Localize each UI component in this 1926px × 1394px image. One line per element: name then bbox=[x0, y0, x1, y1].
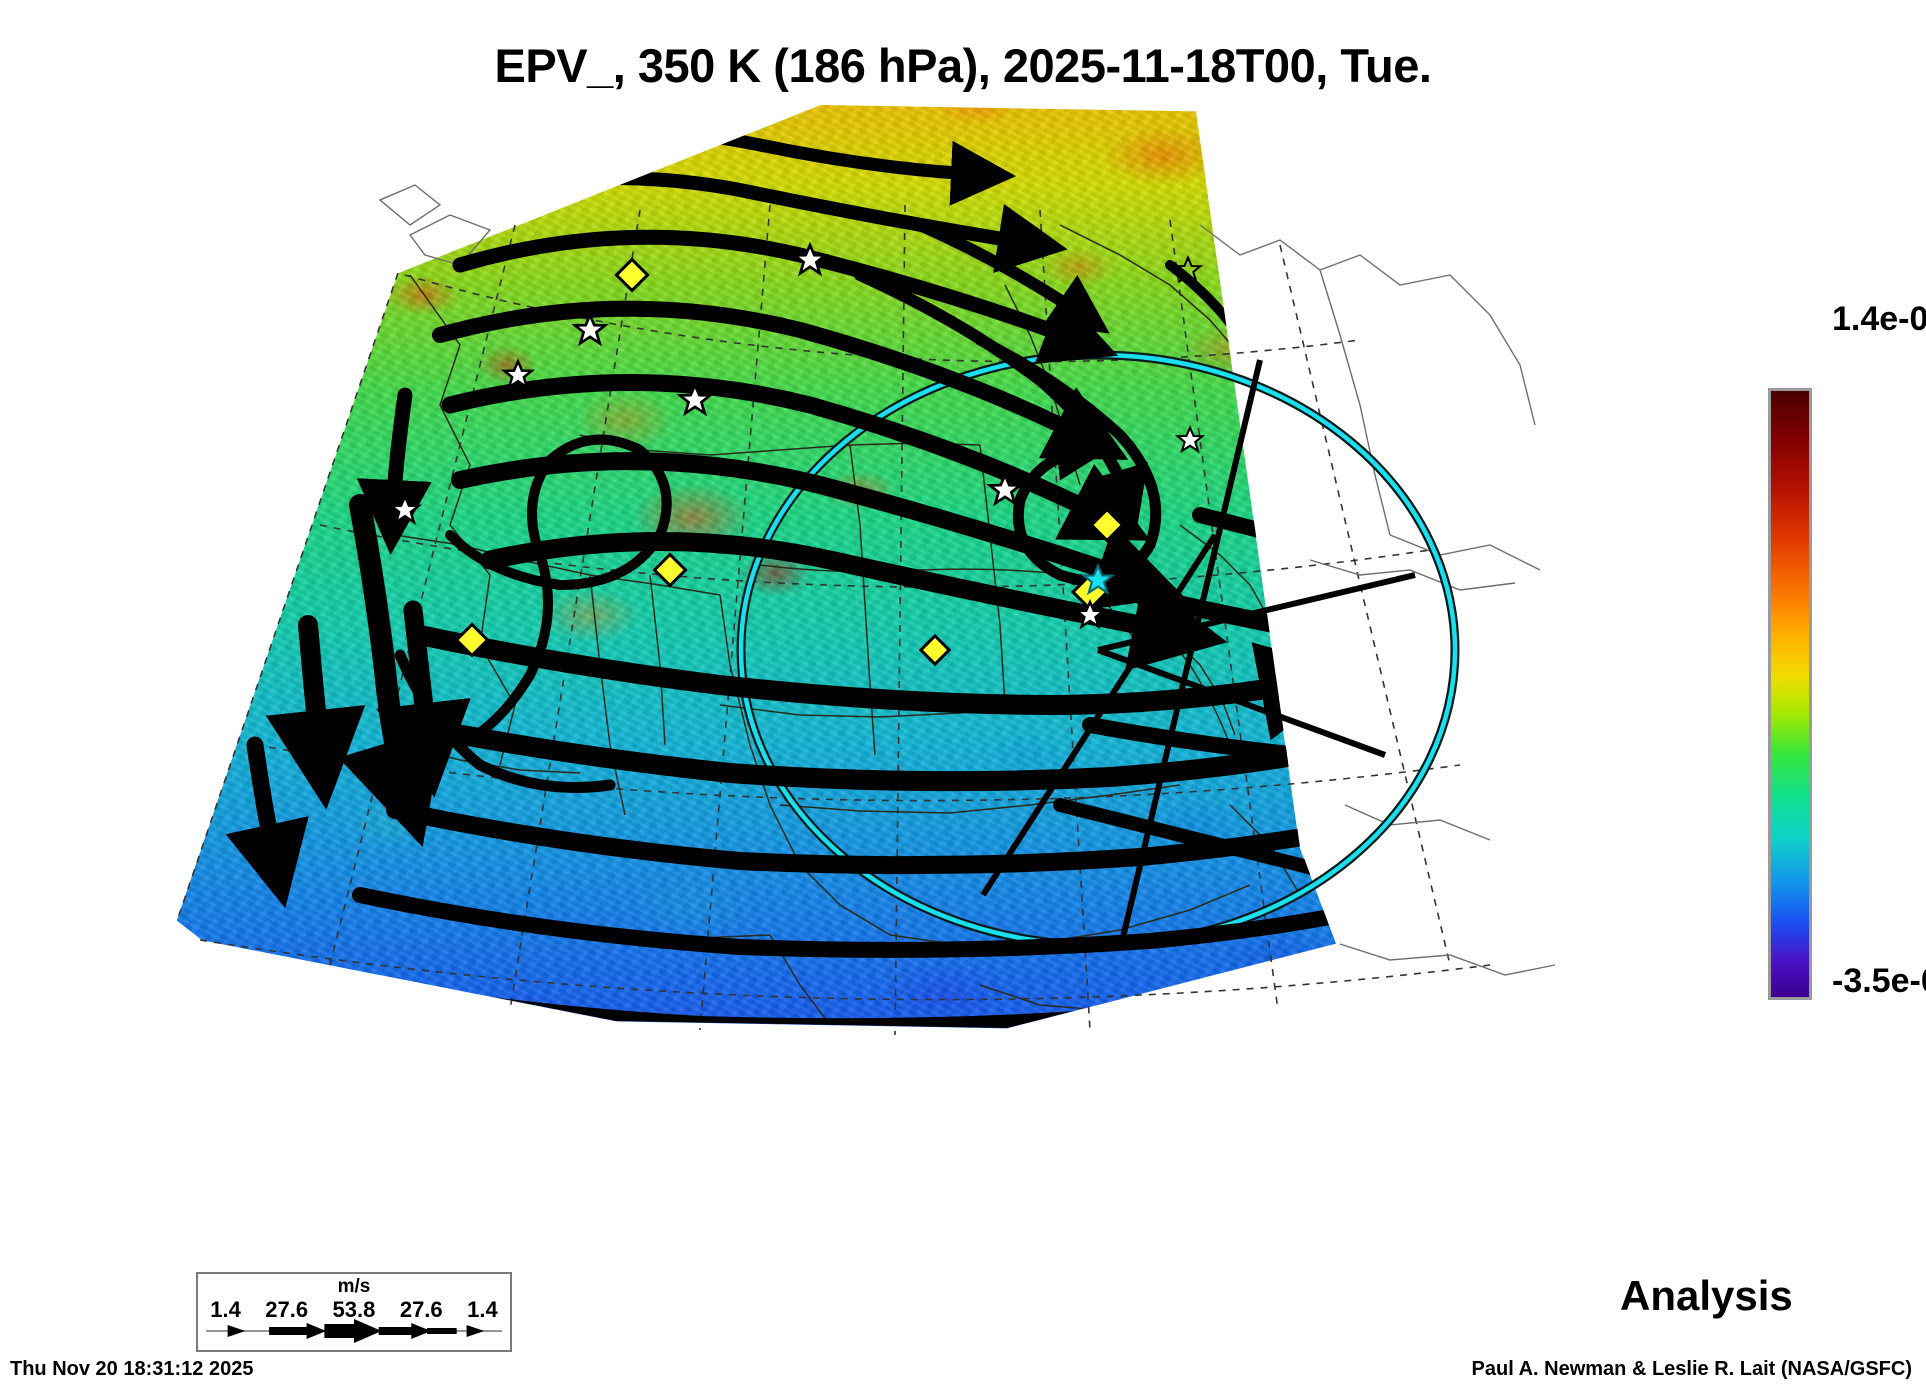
wind-value: 1.4 bbox=[210, 1297, 241, 1322]
star-markers[interactable] bbox=[387, 241, 1206, 630]
wind-value: 27.6 bbox=[265, 1297, 309, 1322]
wind-value: 53.8 bbox=[332, 1297, 376, 1322]
analysis-label: Analysis bbox=[1620, 1272, 1793, 1319]
diamond-markers[interactable] bbox=[454, 257, 1125, 667]
star-marker[interactable] bbox=[791, 241, 829, 277]
diamond-marker[interactable] bbox=[652, 552, 688, 588]
outside-coastlines bbox=[378, 184, 1556, 976]
render-timestamp: Thu Nov 20 18:31:12 2025 bbox=[10, 1358, 254, 1380]
wind-value: 1.4 bbox=[467, 1297, 498, 1322]
wind-value-labels: 1.4 27.6 53.8 27.6 1.4 bbox=[198, 1297, 510, 1323]
diamond-marker[interactable] bbox=[1089, 507, 1125, 543]
star-marker[interactable] bbox=[387, 493, 423, 526]
colorbar-max-label: 1.4e-05 bbox=[1832, 300, 1926, 338]
star-marker[interactable] bbox=[500, 358, 536, 391]
colorbar-min-label: -3.5e-06 bbox=[1832, 962, 1926, 1000]
author-credit: Paul A. Newman & Leslie R. Lait (NASA/GS… bbox=[1471, 1358, 1912, 1380]
page-title: EPV_, 350 K (186 hPa), 2025-11-18T00, Tu… bbox=[494, 39, 1432, 92]
diamond-marker[interactable] bbox=[918, 633, 952, 667]
wind-streamlines bbox=[225, 122, 1336, 1028]
wind-arrow-scale bbox=[205, 1319, 503, 1343]
wind-value: 27.6 bbox=[399, 1297, 443, 1322]
cyan-center-star[interactable] bbox=[1080, 562, 1116, 596]
star-marker[interactable] bbox=[986, 471, 1024, 507]
diamond-marker[interactable] bbox=[454, 622, 490, 658]
star-marker[interactable] bbox=[676, 381, 714, 417]
wind-units-label: m/s bbox=[337, 1276, 371, 1297]
map-overlay-svg bbox=[176, 122, 1556, 1036]
wind-speed-legend: m/s 1.4 27.6 53.8 27.6 1.4 bbox=[196, 1272, 512, 1352]
star-marker[interactable] bbox=[1073, 598, 1107, 630]
star-marker[interactable] bbox=[1172, 255, 1204, 284]
map-panel[interactable] bbox=[160, 105, 1560, 1265]
colorbar bbox=[1768, 388, 1812, 1000]
diamond-marker[interactable] bbox=[614, 257, 650, 293]
colorbar-gradient bbox=[1768, 388, 1812, 1000]
star-marker[interactable] bbox=[571, 311, 609, 347]
star-marker[interactable] bbox=[1174, 425, 1206, 454]
